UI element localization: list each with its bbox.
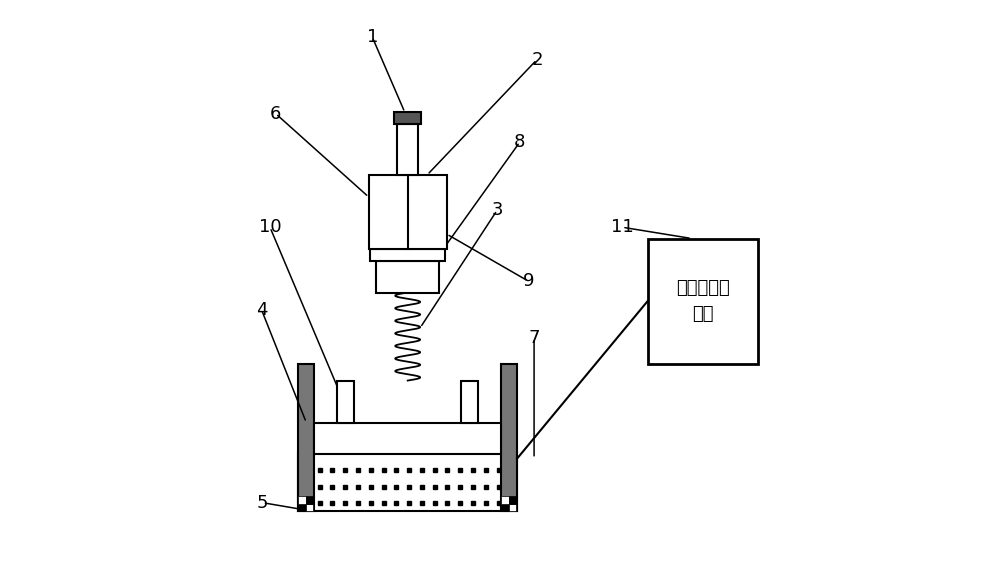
Text: 6: 6 [270,105,281,123]
Bar [397,124,418,175]
Bar [298,364,314,511]
Text: 耦合剂供给
装置: 耦合剂供给 装置 [676,279,730,323]
Bar [501,364,517,511]
Text: 7: 7 [528,329,540,347]
Bar [501,504,509,511]
Bar [314,423,501,454]
Text: 11: 11 [611,218,633,236]
Bar [376,261,439,293]
Bar [298,504,306,511]
Bar [306,496,313,504]
Bar [461,381,478,423]
Bar [306,504,313,511]
Bar [337,381,354,423]
Text: 2: 2 [531,51,543,69]
Bar [298,496,306,504]
Bar [370,249,445,261]
Bar [501,496,509,504]
Text: 3: 3 [491,201,503,219]
Bar [298,452,517,511]
Text: 8: 8 [514,133,526,151]
Bar [509,496,516,504]
Text: 1: 1 [367,28,378,46]
Bar [648,239,758,364]
Bar [509,504,516,511]
Bar [394,112,421,124]
Text: 5: 5 [257,494,268,512]
Text: 4: 4 [256,300,267,319]
Text: 9: 9 [523,272,534,290]
Text: 10: 10 [259,218,281,236]
Bar [369,175,447,249]
